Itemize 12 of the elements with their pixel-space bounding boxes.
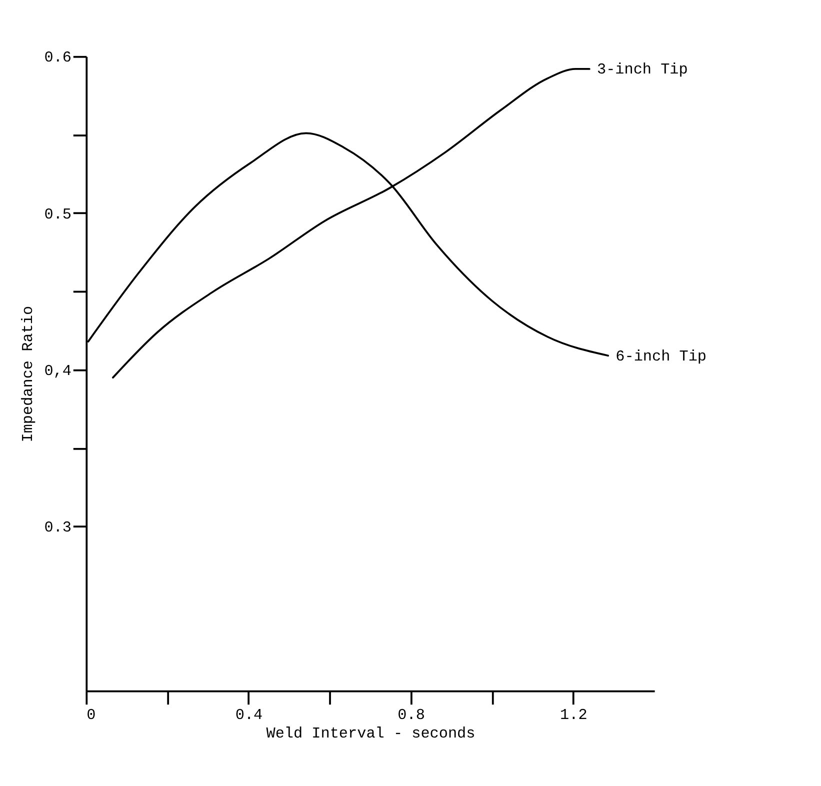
series-label: 6-inch Tip [616, 347, 707, 366]
y-axis-title: Impedance Ratio [18, 306, 37, 442]
y-tick-label: 0.6 [44, 48, 72, 67]
y-tick-label: 0.3 [44, 518, 72, 537]
x-tick-label: 0.4 [235, 706, 263, 724]
x-tick-label: 0.8 [398, 706, 425, 724]
x-axis-title: Weld Interval - seconds [266, 724, 476, 743]
x-tick-label: 0 [86, 706, 96, 724]
y-tick-label: 0,4 [44, 362, 72, 380]
x-tick-label: 1.2 [560, 706, 588, 724]
y-tick-label: 0.5 [44, 205, 72, 224]
series-label: 3-inch Tip [596, 60, 688, 79]
